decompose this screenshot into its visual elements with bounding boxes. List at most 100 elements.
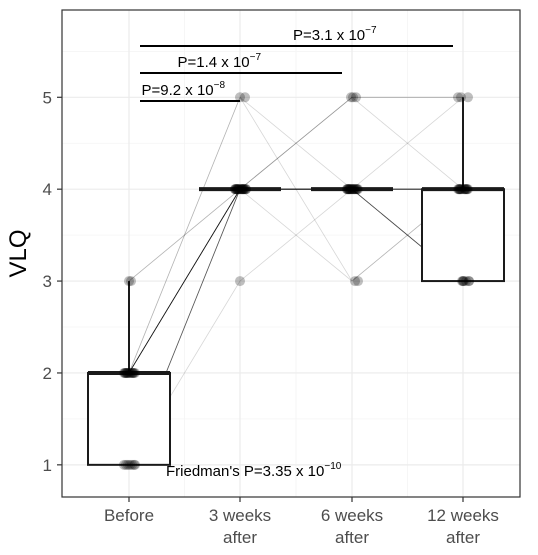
data-point	[233, 184, 243, 195]
data-point	[130, 367, 140, 378]
data-point	[344, 184, 354, 195]
subject-line	[128, 96, 464, 374]
data-point	[456, 184, 466, 195]
data-point	[345, 184, 355, 195]
box-iqr	[421, 188, 505, 283]
x-tick-label: after	[223, 528, 257, 547]
data-point	[126, 276, 136, 287]
data-point	[236, 184, 246, 195]
data-point	[123, 367, 133, 378]
data-point	[234, 184, 244, 195]
data-point	[126, 367, 136, 378]
data-point	[454, 184, 464, 195]
annotation-layer: P=9.2 x 10−8 P=1.4 x 10−7 P=3.1 x 10−7 Frie…	[140, 25, 453, 480]
data-point	[343, 184, 353, 195]
subject-line	[128, 188, 464, 466]
data-point	[127, 459, 137, 470]
data-point	[121, 367, 131, 378]
p-value-label: P=1.4 x 10−7	[178, 52, 262, 71]
box-iqr	[87, 371, 171, 466]
data-point	[353, 184, 363, 195]
axis-layer: 1 2 3 4 5 Before 3 weeks after 6 weeks after 12 we…	[5, 88, 499, 547]
data-point	[121, 459, 131, 470]
data-point	[462, 184, 472, 195]
data-point	[353, 276, 363, 287]
data-point	[460, 184, 470, 195]
data-point	[352, 184, 362, 195]
data-point	[240, 92, 250, 103]
data-point	[458, 276, 468, 287]
subject-line	[128, 96, 464, 374]
data-point	[347, 184, 357, 195]
data-point	[125, 367, 135, 378]
data-point	[346, 184, 356, 195]
subject-line	[128, 188, 463, 465]
data-point	[463, 92, 473, 103]
data-point	[346, 92, 356, 103]
data-point	[239, 184, 249, 195]
subject-line	[128, 96, 463, 465]
data-point	[238, 184, 248, 195]
data-point	[345, 184, 355, 195]
data-point	[239, 184, 249, 195]
data-point	[124, 367, 134, 378]
paired-lines-layer	[128, 96, 464, 466]
subject-line	[128, 188, 464, 374]
data-point	[456, 92, 466, 103]
p-value-label: P=9.2 x 10−8	[142, 80, 226, 99]
data-point	[122, 367, 132, 378]
data-point	[459, 276, 469, 287]
data-point	[128, 367, 138, 378]
data-point	[119, 367, 129, 378]
data-point	[464, 276, 474, 287]
subject-line	[128, 188, 464, 465]
data-point	[462, 184, 472, 195]
data-point	[349, 184, 359, 195]
data-point	[453, 92, 463, 103]
grid-layer	[62, 10, 520, 497]
data-point	[123, 459, 133, 470]
x-tick-label: after	[446, 528, 480, 547]
data-point	[348, 92, 358, 103]
data-point	[459, 184, 469, 195]
data-point	[119, 459, 129, 470]
data-point	[120, 367, 130, 378]
y-tick-label: 1	[43, 456, 52, 475]
data-point	[350, 276, 360, 287]
data-point	[455, 184, 465, 195]
data-point	[232, 184, 242, 195]
data-point	[351, 184, 361, 195]
data-point	[237, 184, 247, 195]
data-point	[128, 367, 138, 378]
data-point	[344, 184, 354, 195]
data-point	[235, 276, 245, 287]
x-tick-label: 12 weeks	[427, 506, 499, 525]
data-point	[238, 184, 248, 195]
subject-line	[128, 188, 464, 374]
data-point	[453, 184, 463, 195]
subject-line	[128, 188, 464, 374]
y-tick-label: 3	[43, 272, 52, 291]
x-tick-label: 3 weeks	[209, 506, 271, 525]
p-value-exponent: −7	[365, 25, 377, 36]
subject-line	[128, 188, 463, 465]
box-layer	[87, 97, 505, 466]
data-point	[240, 184, 250, 195]
data-point	[349, 184, 359, 195]
data-point	[230, 184, 240, 195]
data-point	[122, 367, 132, 378]
data-point	[232, 184, 242, 195]
subject-line	[128, 188, 464, 374]
y-tick-label: 5	[43, 88, 52, 107]
data-point	[454, 184, 464, 195]
y-axis-title: VLQ	[5, 229, 32, 277]
data-point	[342, 184, 352, 195]
data-point	[463, 184, 473, 195]
friedman-label: Friedman's P=3.35 x 10−10	[166, 461, 342, 480]
data-point	[235, 92, 245, 103]
subject-line	[128, 188, 463, 374]
data-point	[464, 276, 474, 287]
data-point	[234, 184, 244, 195]
